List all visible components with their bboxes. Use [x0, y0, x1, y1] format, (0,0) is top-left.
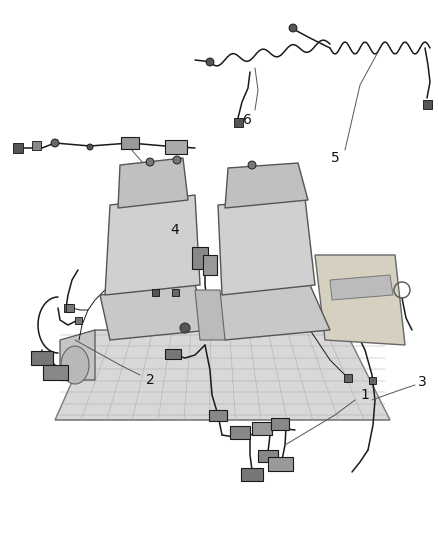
- Bar: [423, 100, 431, 109]
- Bar: [32, 141, 40, 149]
- Bar: [268, 457, 293, 471]
- Text: 3: 3: [417, 375, 426, 389]
- Circle shape: [87, 144, 93, 150]
- Polygon shape: [60, 330, 95, 380]
- Polygon shape: [105, 195, 200, 295]
- Bar: [271, 418, 289, 430]
- Bar: [230, 425, 250, 439]
- Polygon shape: [100, 285, 210, 340]
- Text: 2: 2: [145, 373, 154, 387]
- Bar: [64, 304, 72, 312]
- Text: 5: 5: [331, 151, 339, 165]
- Polygon shape: [315, 255, 405, 345]
- Bar: [192, 247, 208, 269]
- Bar: [42, 365, 67, 379]
- Bar: [152, 288, 159, 295]
- Circle shape: [289, 24, 297, 32]
- Polygon shape: [218, 198, 315, 295]
- Bar: [344, 374, 352, 382]
- Polygon shape: [118, 158, 188, 208]
- Text: 6: 6: [243, 113, 251, 127]
- Bar: [172, 288, 179, 295]
- Bar: [74, 317, 81, 324]
- Bar: [66, 304, 74, 312]
- Text: 4: 4: [171, 223, 180, 237]
- Bar: [209, 409, 227, 421]
- Circle shape: [206, 58, 214, 66]
- Circle shape: [173, 156, 181, 164]
- Polygon shape: [215, 285, 330, 340]
- Bar: [121, 137, 139, 149]
- Circle shape: [51, 139, 59, 147]
- Bar: [203, 255, 217, 275]
- Bar: [13, 143, 23, 153]
- Bar: [233, 117, 243, 126]
- Bar: [258, 450, 278, 462]
- Text: 1: 1: [360, 388, 369, 402]
- Bar: [31, 351, 53, 365]
- Polygon shape: [55, 330, 390, 420]
- Bar: [165, 140, 187, 154]
- Polygon shape: [225, 163, 308, 208]
- Circle shape: [146, 158, 154, 166]
- Circle shape: [248, 161, 256, 169]
- Bar: [165, 349, 181, 359]
- Bar: [252, 422, 272, 434]
- Bar: [241, 467, 263, 481]
- Ellipse shape: [61, 346, 89, 384]
- Polygon shape: [330, 275, 393, 300]
- Bar: [368, 376, 375, 384]
- Polygon shape: [195, 290, 225, 340]
- Circle shape: [180, 323, 190, 333]
